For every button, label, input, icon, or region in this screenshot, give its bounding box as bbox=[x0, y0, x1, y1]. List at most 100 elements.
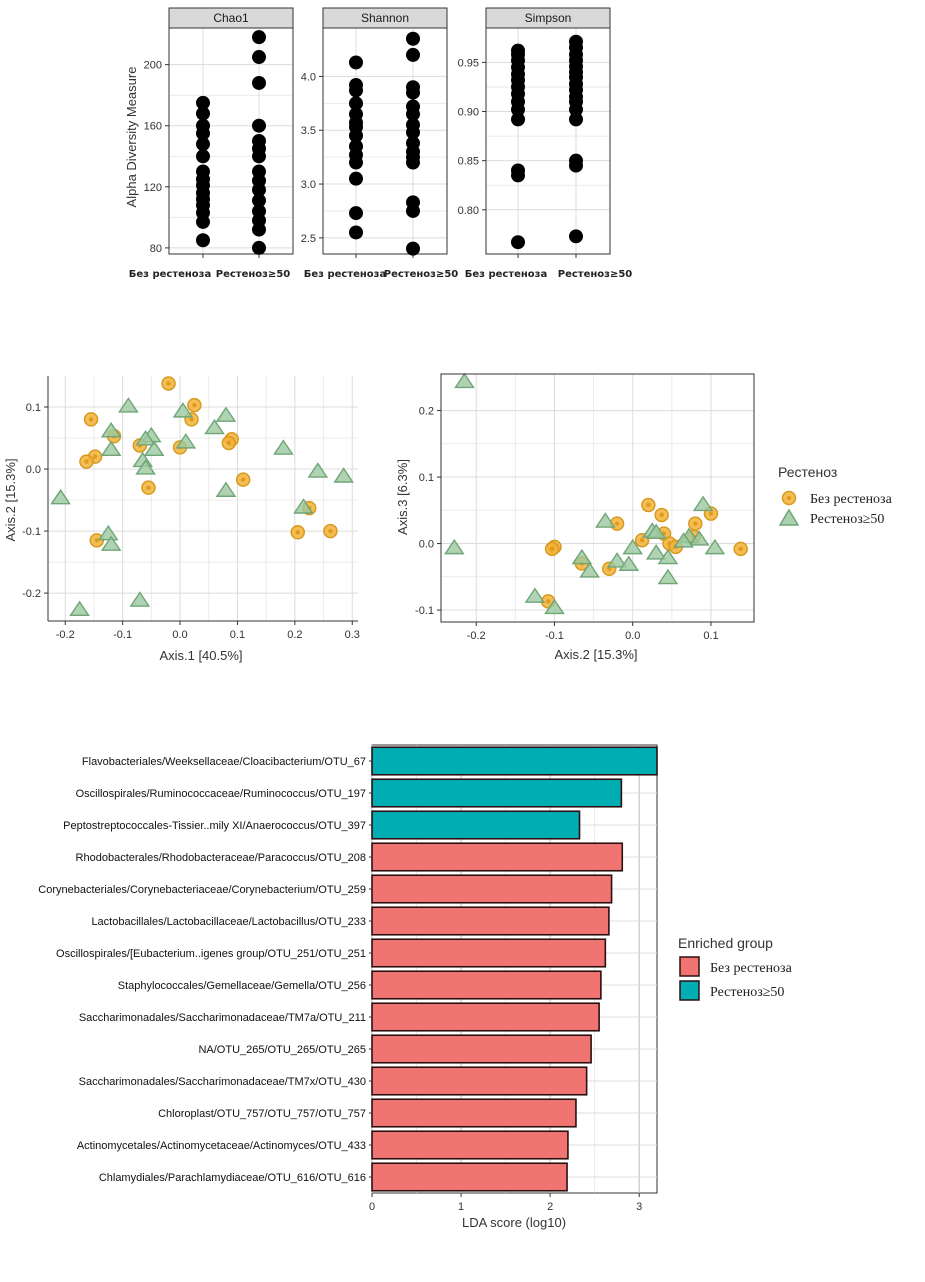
alpha-point bbox=[252, 204, 266, 219]
x-tick-label: 3 bbox=[636, 1201, 642, 1213]
lda-category-label: Saccharimonadales/Saccharimonadaceae/TM7… bbox=[79, 1012, 366, 1024]
group-b-point bbox=[293, 498, 314, 514]
y-tick-label: 0.0 bbox=[419, 539, 434, 551]
shannon-plot-border bbox=[322, 27, 448, 255]
x-tick-label: -0.2 bbox=[467, 630, 486, 642]
y-tick-label: 120 bbox=[144, 182, 162, 194]
group-b-point bbox=[129, 591, 151, 607]
alpha-point bbox=[349, 206, 363, 221]
y-tick-label: 0.1 bbox=[26, 402, 41, 414]
alpha-point bbox=[349, 55, 363, 70]
legend-triangle-marker bbox=[778, 508, 800, 526]
pcoa12-ylabel: Axis.2 [15.3%] bbox=[3, 458, 18, 541]
alpha-point bbox=[349, 139, 363, 154]
group-a-point-core bbox=[328, 528, 333, 534]
simpson-panel: Simpson 0.80 0.85 0.90 0.95 Без рестеноза Р… bbox=[458, 7, 633, 280]
alpha-point bbox=[252, 50, 266, 65]
lda-bar bbox=[371, 874, 613, 904]
shannon-cat-label-a: Без рестеноза bbox=[304, 269, 386, 280]
group-a-point-core bbox=[693, 521, 698, 526]
alpha-point bbox=[196, 118, 210, 133]
lda-legend-swatch-a bbox=[679, 956, 700, 977]
chao1-plot-border bbox=[168, 27, 294, 255]
group-b-point bbox=[704, 538, 726, 555]
alpha-point bbox=[511, 112, 525, 127]
group-a-point-core bbox=[614, 521, 620, 526]
alpha-point bbox=[252, 164, 266, 179]
alpha-diversity-chart: Alpha Diversity Measure Chao1 80 120 160 20… bbox=[124, 7, 633, 280]
alpha-point bbox=[196, 149, 210, 164]
group-a-point-core bbox=[146, 485, 151, 490]
group-b-point bbox=[307, 462, 329, 478]
alpha-point bbox=[511, 163, 525, 178]
lda-category-label: Flavobacteriales/Weeksellaceae/Cloacibac… bbox=[82, 756, 366, 768]
chao1-panel: Chao1 80 120 160 200 Без рестеноза Рестеноз… bbox=[129, 7, 294, 280]
alpha-ylabel: Alpha Diversity Measure bbox=[124, 67, 139, 208]
alpha-point bbox=[406, 80, 420, 95]
group-a-point-core bbox=[738, 546, 743, 552]
alpha-point bbox=[196, 137, 210, 152]
group-a-point-core bbox=[708, 511, 714, 516]
x-tick-label: 1 bbox=[458, 1201, 464, 1213]
x-tick-label: 0.0 bbox=[172, 629, 187, 641]
lda-legend-label-a: Без рестеноза bbox=[710, 961, 793, 976]
alpha-point bbox=[196, 164, 210, 179]
group-a-point-core bbox=[607, 566, 612, 572]
x-tick-label: 0.1 bbox=[703, 630, 718, 642]
alpha-point bbox=[511, 43, 525, 58]
pcoa23-xlabel: Axis.2 [15.3%] bbox=[554, 647, 637, 662]
group-b-point bbox=[606, 552, 628, 568]
alpha-point bbox=[349, 96, 363, 111]
alpha-point bbox=[406, 117, 420, 132]
pcoa-axis2-axis3-chart: -0.2 -0.1 0.0 0.1 -0.1 0.0 0.1 0.2 Axis.2 [15.3… bbox=[395, 372, 893, 662]
alpha-point bbox=[349, 107, 363, 122]
lda-bar bbox=[371, 810, 581, 840]
plot-panel bbox=[48, 376, 358, 621]
simpson-cat-label-b: Рестеноз≥50 bbox=[558, 269, 633, 280]
alpha-point bbox=[252, 134, 266, 148]
group-b-point bbox=[135, 459, 156, 475]
lda-category-label: Chloroplast/OTU_757/OTU_757/OTU_757 bbox=[158, 1108, 366, 1120]
lda-category-label: Saccharimonadales/Saccharimonadaceae/TM7… bbox=[79, 1076, 366, 1088]
group-a-point-core bbox=[646, 502, 651, 508]
alpha-point bbox=[252, 240, 266, 255]
group-a-point-core bbox=[226, 440, 232, 446]
group-b-point bbox=[454, 372, 475, 389]
lda-bar bbox=[371, 938, 607, 968]
pcoa-axis1-axis2-chart: -0.2 -0.1 0.0 0.1 0.2 0.3 -0.2 -0.1 0.0 0.1 Axis.… bbox=[3, 376, 360, 663]
group-b-point bbox=[100, 421, 122, 438]
lda-category-label: Oscillospirales/[Eubacterium..igenes gro… bbox=[56, 948, 366, 960]
group-b-point bbox=[673, 532, 694, 548]
shannon-cat-label-b: Рестеноз≥50 bbox=[384, 269, 459, 280]
y-tick-label: 0.1 bbox=[419, 472, 434, 484]
y-tick-label: 80 bbox=[150, 243, 162, 255]
x-tick-label: 0.2 bbox=[287, 629, 302, 641]
y-tick-label: 3.5 bbox=[301, 125, 316, 137]
lda-bar bbox=[371, 778, 623, 808]
alpha-point bbox=[569, 112, 583, 127]
shannon-panel: Shannon 2.5 3.0 3.5 4.0 Без рестеноза Ресте… bbox=[301, 7, 459, 280]
pcoa12-xlabel: Axis.1 [40.5%] bbox=[159, 648, 242, 663]
y-tick-label: 4.0 bbox=[301, 71, 316, 83]
group-b-point bbox=[443, 538, 465, 555]
pcoa-legend-title: Рестеноз bbox=[778, 464, 837, 480]
pcoa-legend-label-a: Без рестеноза bbox=[810, 492, 893, 507]
group-a-point-core bbox=[546, 599, 551, 604]
plot-border bbox=[440, 373, 755, 623]
simpson-plot-border bbox=[485, 27, 611, 255]
lda-category-label: NA/OTU_265/OTU_265/OTU_265 bbox=[198, 1044, 366, 1056]
alpha-point bbox=[252, 118, 266, 133]
group-a-point-core bbox=[549, 546, 555, 552]
alpha-point bbox=[406, 195, 420, 210]
y-tick-label: 0.90 bbox=[458, 107, 479, 119]
y-tick-label: 0.0 bbox=[26, 464, 41, 476]
alpha-point bbox=[569, 153, 583, 168]
group-a-point-core bbox=[94, 538, 99, 543]
alpha-point bbox=[349, 78, 363, 93]
group-b-point bbox=[524, 587, 546, 603]
group-b-point bbox=[215, 406, 237, 422]
lda-category-label: Actinomycetales/Actinomycetaceae/Actinom… bbox=[77, 1140, 366, 1152]
group-a-point-core bbox=[639, 538, 645, 543]
alpha-point bbox=[406, 47, 420, 62]
group-b-point bbox=[97, 524, 119, 541]
